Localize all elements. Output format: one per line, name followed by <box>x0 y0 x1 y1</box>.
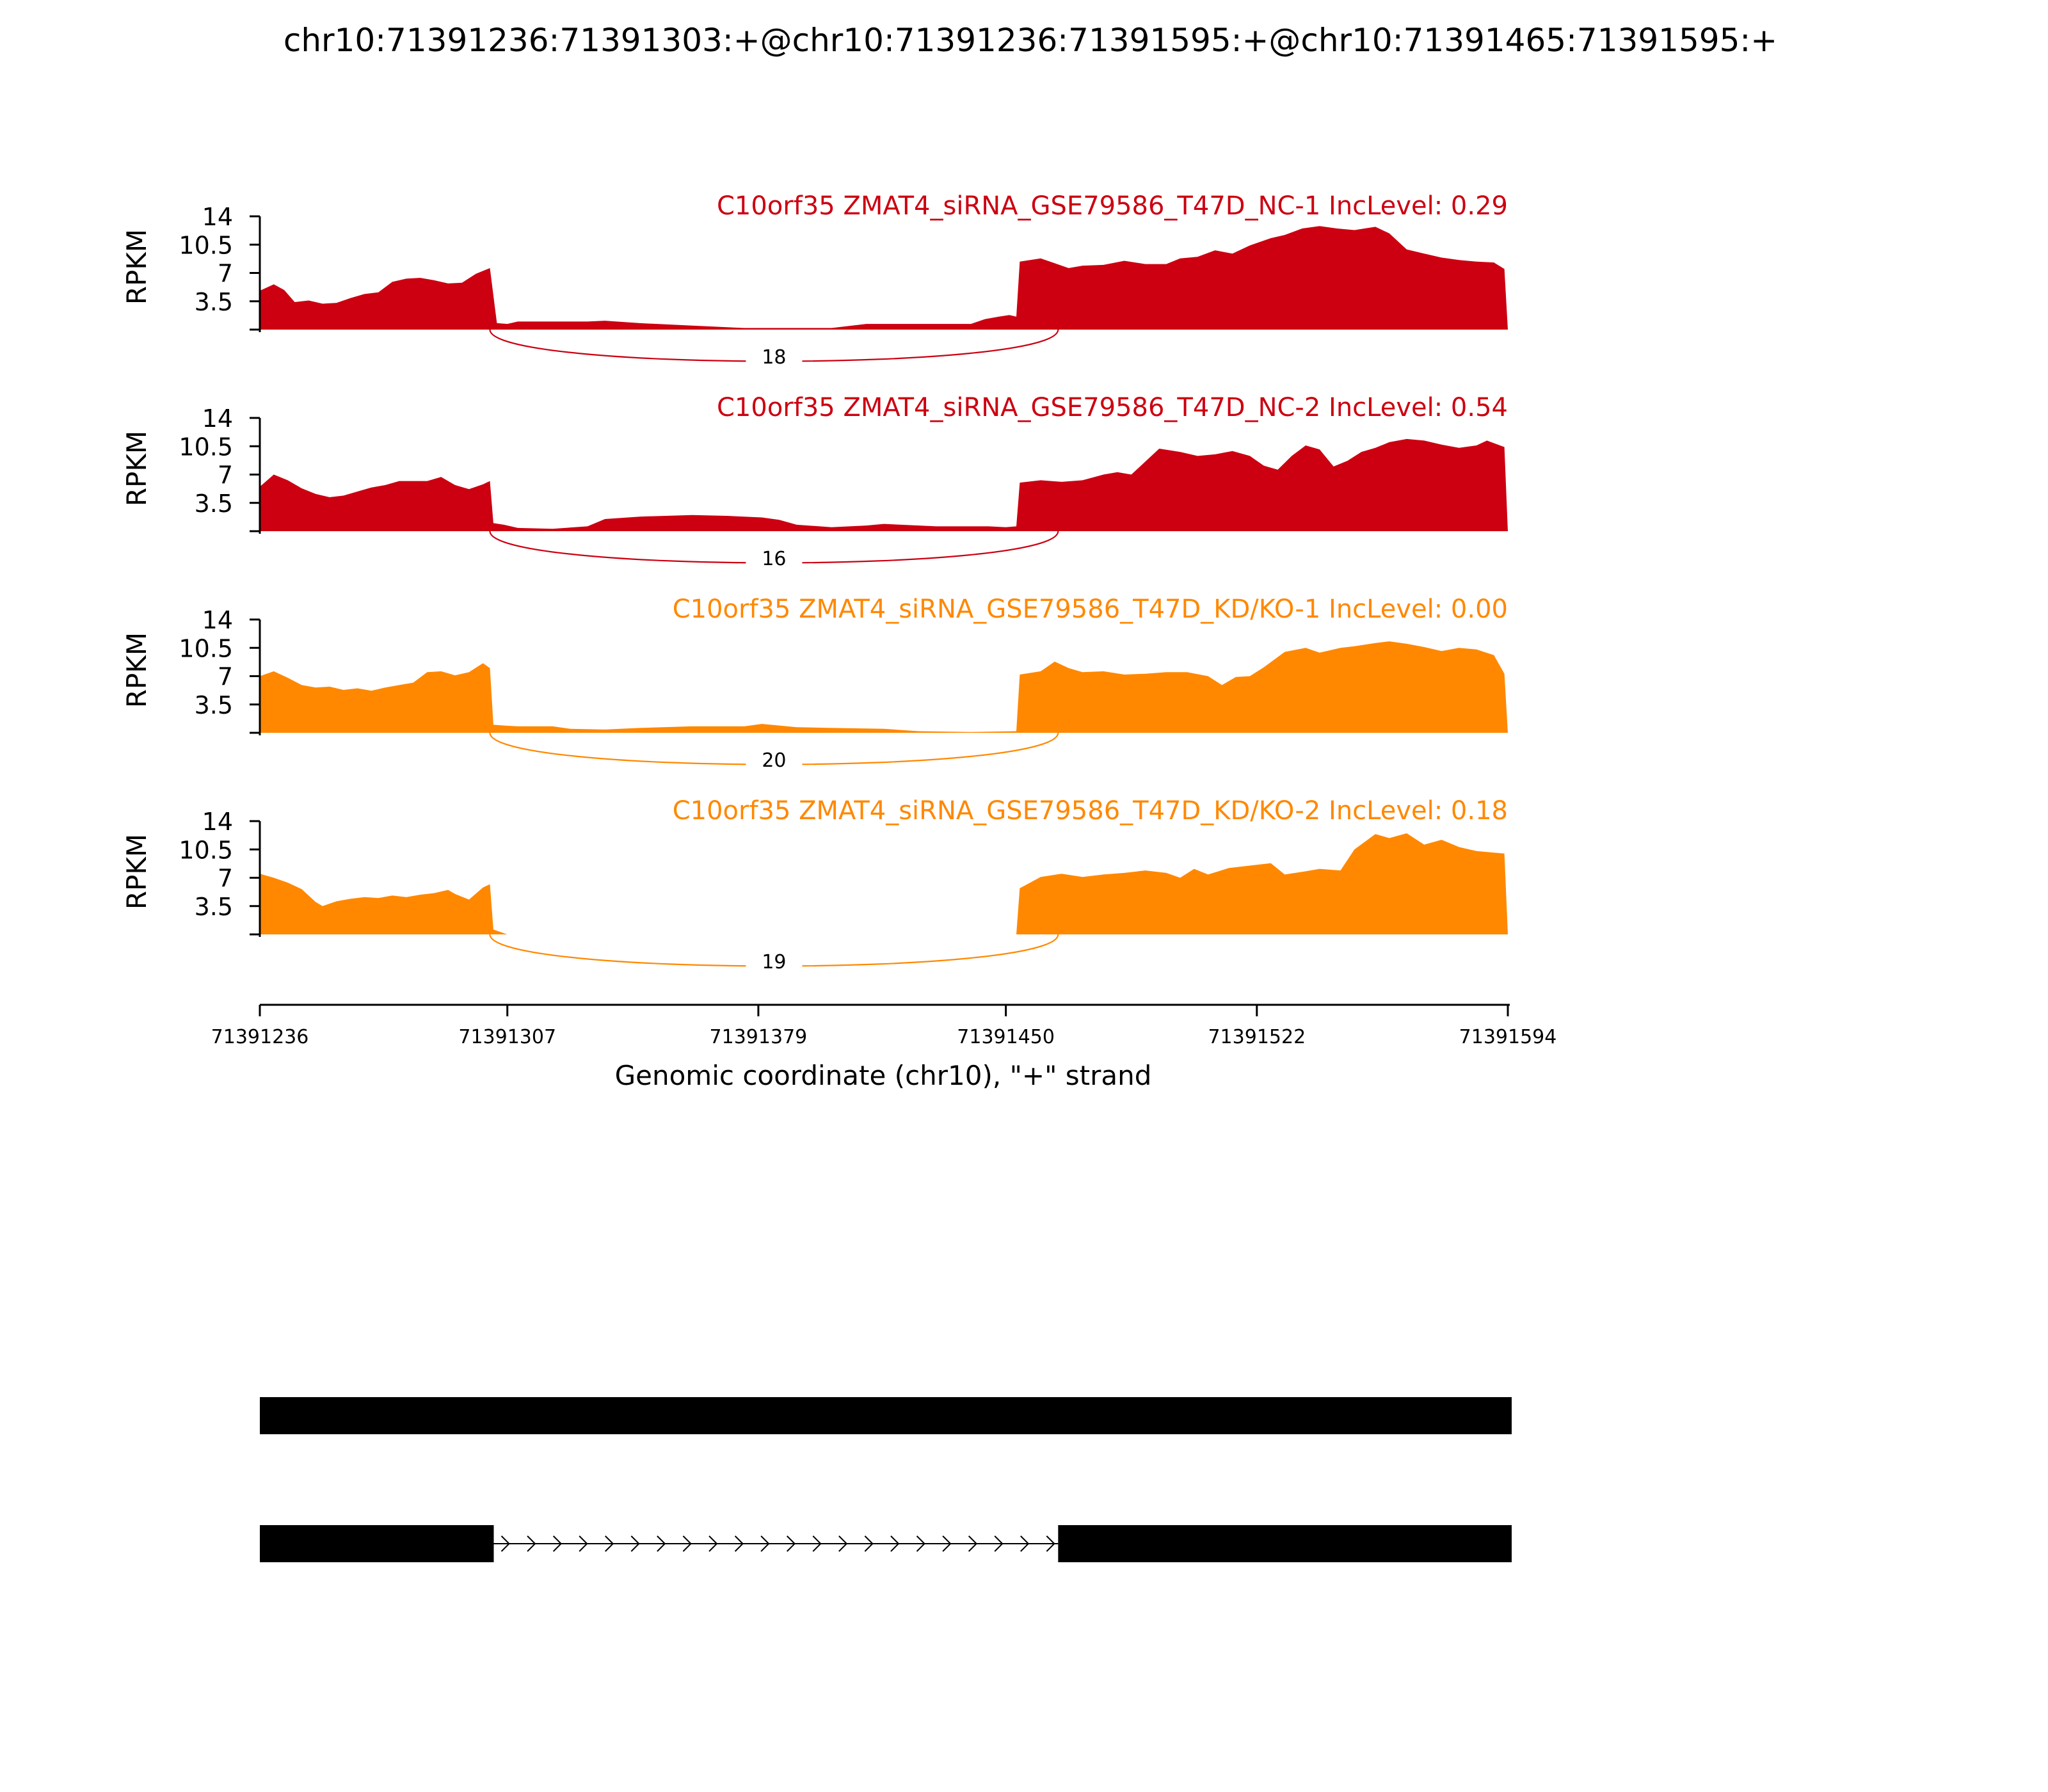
junction-count-box <box>746 346 803 370</box>
y-tick-label: 14 <box>202 606 233 634</box>
x-axis-label: Genomic coordinate (chr10), "+" strand <box>615 1060 1152 1091</box>
y-tick-label: 10.5 <box>179 634 233 662</box>
strand-arrow <box>552 1535 563 1552</box>
strand-arrow <box>1046 1535 1055 1552</box>
y-tick-label: 3.5 <box>195 691 233 719</box>
junction-count-box <box>746 749 803 773</box>
figure-title: chr10:71391236:71391303:+@chr10:71391236… <box>284 22 1777 59</box>
strand-arrow <box>942 1535 952 1552</box>
y-tick-label: 14 <box>202 203 233 231</box>
coverage-area <box>260 226 1508 330</box>
y-tick-label: 3.5 <box>195 288 233 316</box>
x-tick-label: 71391522 <box>1208 1026 1306 1048</box>
junction-count: 16 <box>762 548 786 570</box>
strand-arrow <box>579 1535 588 1552</box>
y-tick-label: 7 <box>218 260 233 288</box>
isoform-track <box>260 1397 1512 1434</box>
sample-label: C10orf35 ZMAT4_siRNA_GSE79586_T47D_KD/KO… <box>673 796 1508 826</box>
strand-arrow <box>605 1535 614 1552</box>
strand-arrow <box>630 1535 640 1552</box>
isoform-track <box>260 1525 1512 1562</box>
strand-arrow <box>864 1535 874 1552</box>
y-tick-label: 10.5 <box>179 231 233 259</box>
y-tick-label: 14 <box>202 404 233 433</box>
sample-label: C10orf35 ZMAT4_siRNA_GSE79586_T47D_NC-1 … <box>717 191 1508 221</box>
y-axis-label: RPKM <box>121 834 152 909</box>
genomic-x-axis: 71391236 71391307 71391379 71391450 71391522… <box>211 1004 1557 1048</box>
sample-label: C10orf35 ZMAT4_siRNA_GSE79586_T47D_KD/KO… <box>673 595 1508 624</box>
junction-count-box <box>746 547 803 572</box>
strand-arrow <box>657 1535 666 1552</box>
y-tick-label: 10.5 <box>179 836 233 864</box>
strand-arrow <box>838 1535 848 1552</box>
strand-arrow <box>708 1535 718 1552</box>
coverage-area <box>260 641 1508 733</box>
coverage-area <box>260 438 1508 531</box>
strand-arrow <box>1020 1535 1030 1552</box>
strand-arrow <box>968 1535 978 1552</box>
y-tick-label: 7 <box>218 663 233 691</box>
strand-arrow <box>786 1535 796 1552</box>
strand-arrow <box>812 1535 822 1552</box>
y-tick-label: 3.5 <box>195 893 233 921</box>
y-axis-label: RPKM <box>121 431 152 506</box>
strand-arrow <box>994 1535 1004 1552</box>
y-tick-label: 7 <box>218 865 233 893</box>
exon-block <box>1058 1525 1512 1562</box>
strand-arrow <box>916 1535 925 1552</box>
y-tick-label: 3.5 <box>195 490 233 518</box>
junction-count: 18 <box>762 346 786 369</box>
strand-arrow <box>734 1535 744 1552</box>
junction-count: 20 <box>762 749 786 772</box>
junction-count-box <box>746 950 803 975</box>
x-tick-label: 71391379 <box>710 1026 808 1048</box>
strand-arrow <box>682 1535 692 1552</box>
y-tick-label: 14 <box>202 808 233 836</box>
y-axis-label: RPKM <box>121 632 152 708</box>
junction-count: 19 <box>762 951 786 973</box>
strand-arrow <box>500 1535 510 1552</box>
sample-label: C10orf35 ZMAT4_siRNA_GSE79586_T47D_NC-2 … <box>717 393 1508 422</box>
x-tick-label: 71391594 <box>1459 1026 1557 1048</box>
x-tick-label: 71391236 <box>211 1026 309 1048</box>
x-tick-label: 71391307 <box>458 1026 556 1048</box>
coverage-area <box>260 833 1508 934</box>
strand-arrow <box>890 1535 900 1552</box>
y-tick-label: 10.5 <box>179 433 233 461</box>
exon-block <box>260 1525 494 1562</box>
exon-block <box>260 1397 1512 1434</box>
isoform-models <box>260 1397 1512 1562</box>
strand-arrow <box>760 1535 770 1552</box>
strand-arrow <box>527 1535 536 1552</box>
x-tick-label: 71391450 <box>957 1026 1055 1048</box>
y-axis-label: RPKM <box>121 229 152 305</box>
y-tick-label: 7 <box>218 461 233 490</box>
